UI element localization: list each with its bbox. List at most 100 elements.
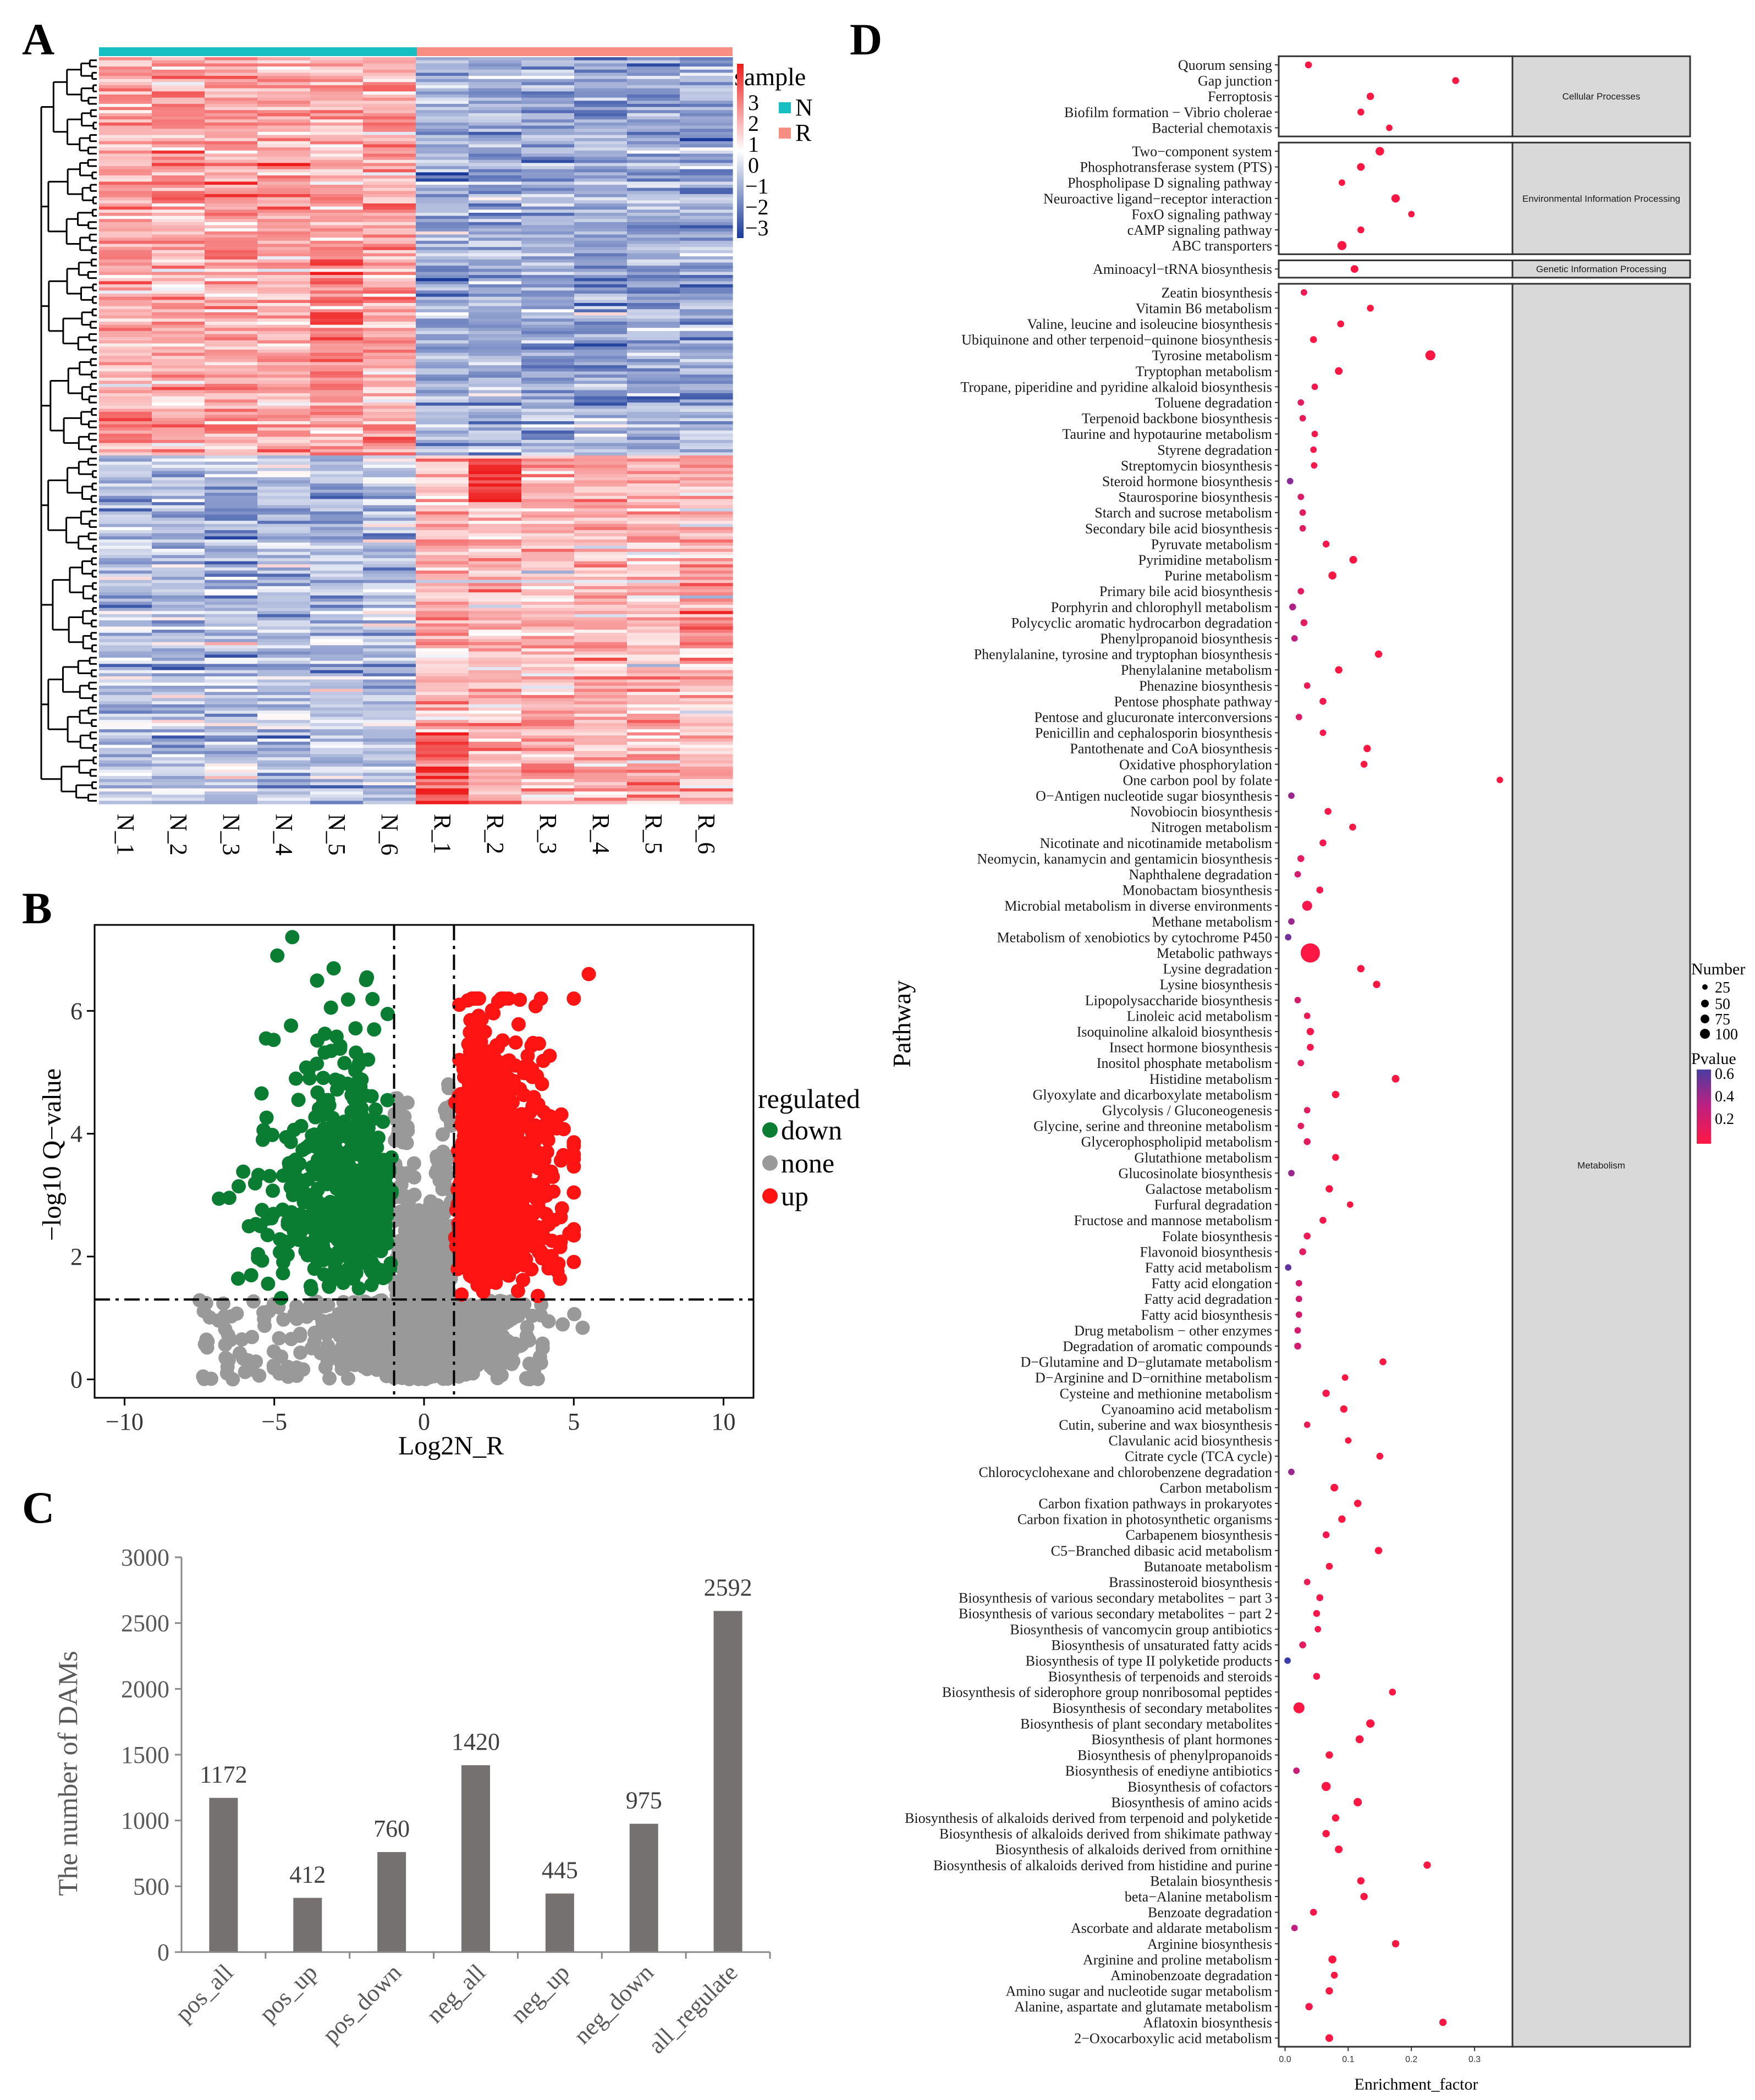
heatmap-cell: [205, 82, 258, 86]
heatmap-cell: [416, 181, 469, 185]
heatmap-cell: [363, 467, 416, 472]
heatmap-cell: [363, 287, 416, 291]
heatmap-cell: [205, 91, 258, 95]
heatmap-cell: [310, 262, 364, 266]
heatmap-cell: [521, 424, 575, 428]
heatmap-cell: [205, 530, 258, 534]
heatmap-cell: [469, 219, 522, 223]
heatmap-cell: [680, 651, 733, 655]
volcano-point: [341, 1325, 356, 1340]
heatmap-cell: [205, 253, 258, 257]
heatmap-cell: [627, 595, 680, 599]
heatmap-cell: [310, 660, 364, 664]
heatmap-cell: [469, 159, 522, 163]
heatmap-cell: [416, 191, 469, 195]
volcano-point: [273, 1232, 288, 1247]
volcano-point: [307, 1261, 322, 1276]
heatmap-cell: [574, 200, 628, 204]
heatmap-cell: [574, 110, 628, 114]
heatmap-cell: [680, 586, 733, 590]
heatmap-cell: [310, 614, 364, 618]
heatmap-cell: [627, 275, 680, 279]
volcano-point: [430, 1329, 445, 1344]
heatmap-cell: [257, 122, 311, 126]
heatmap-cell: [574, 368, 628, 372]
heatmap-cell: [521, 433, 575, 437]
heatmap-cell: [469, 387, 522, 391]
heatmap-cell: [152, 602, 205, 605]
volcano-point: [482, 1310, 497, 1325]
heatmap-cell: [152, 396, 205, 400]
heatmap-cell: [99, 567, 152, 571]
volcano-point: [304, 1282, 318, 1297]
heatmap-cell: [416, 424, 469, 428]
heatmap-cell: [574, 676, 628, 680]
heatmap-cell: [99, 318, 152, 322]
heatmap-cell: [680, 278, 733, 282]
volcano-point: [323, 1000, 338, 1015]
heatmap-cell: [205, 393, 258, 397]
heatmap-cell: [627, 779, 680, 782]
volcano-point: [490, 1366, 505, 1381]
heatmap-cell: [99, 334, 152, 338]
heatmap-cell: [469, 73, 522, 76]
heatmap-cell: [574, 630, 628, 633]
heatmap-cell: [627, 797, 680, 801]
heatmap-cell: [521, 493, 575, 497]
heatmap-cell: [310, 250, 364, 254]
heatmap-cell: [574, 782, 628, 786]
heatmap-cell: [205, 125, 258, 129]
heatmap-cell: [574, 222, 628, 226]
heatmap-cell: [574, 502, 628, 506]
heatmap-cell: [310, 499, 364, 503]
heatmap-cell: [257, 738, 311, 742]
volcano-point: [439, 1272, 454, 1287]
heatmap-cell: [99, 212, 152, 217]
heatmap-cell: [152, 493, 205, 497]
heatmap-cell: [363, 228, 416, 232]
heatmap-cell: [99, 751, 152, 755]
heatmap-cell: [152, 129, 205, 133]
heatmap-cell: [205, 405, 258, 409]
heatmap-cell: [363, 664, 416, 668]
volcano-point: [218, 1337, 233, 1352]
heatmap-cell: [416, 144, 469, 148]
heatmap-cell: [680, 499, 733, 503]
heatmap-cell: [363, 321, 416, 326]
heatmap-cell: [627, 131, 680, 136]
heatmap-cell: [99, 188, 152, 191]
heatmap-cell: [521, 281, 575, 285]
heatmap-cell: [416, 427, 469, 431]
volcano-point: [272, 1331, 287, 1346]
heatmap-cell: [152, 754, 205, 758]
heatmap-cell: [205, 135, 258, 139]
heatmap-cell: [363, 695, 416, 699]
heatmap-cell: [627, 499, 680, 503]
heatmap-cell: [574, 256, 628, 260]
heatmap-cell: [363, 533, 416, 537]
heatmap-cell: [574, 409, 628, 412]
heatmap-cell: [205, 163, 258, 167]
heatmap-cell: [257, 225, 311, 229]
heatmap-cell: [205, 240, 258, 245]
heatmap-cell: [521, 558, 575, 562]
heatmap-cell: [521, 73, 575, 76]
heatmap-cell: [99, 645, 152, 649]
heatmap-cell: [363, 66, 416, 70]
heatmap-cell: [521, 157, 575, 161]
heatmap-cell: [416, 368, 469, 372]
volcano-point: [252, 1368, 267, 1383]
heatmap-cell: [521, 729, 575, 733]
heatmap-cell: [416, 212, 469, 217]
heatmap-cell: [416, 723, 469, 727]
column-label: R_2: [482, 814, 509, 854]
heatmap-cell: [521, 69, 575, 73]
heatmap-cell: [257, 776, 311, 780]
volcano-point: [289, 1299, 304, 1314]
heatmap-cell: [574, 82, 628, 86]
heatmap-cell: [521, 583, 575, 587]
heatmap-cell: [257, 467, 311, 472]
heatmap-cell: [574, 281, 628, 285]
volcano-point: [351, 1117, 366, 1132]
heatmap-cell: [205, 225, 258, 229]
